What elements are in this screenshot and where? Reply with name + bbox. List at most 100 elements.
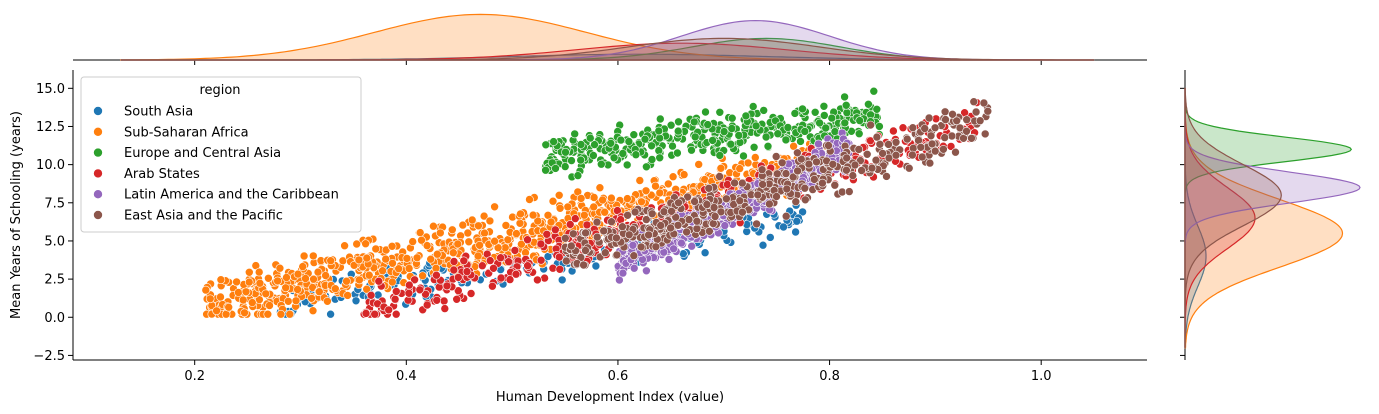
scatter-point [528, 210, 538, 220]
scatter-point [517, 239, 526, 249]
scatter-point [940, 107, 950, 117]
scatter-point [908, 123, 918, 132]
scatter-point [432, 270, 441, 280]
scatter-point [408, 237, 418, 246]
scatter-point [523, 261, 532, 271]
scatter-point [651, 181, 660, 191]
scatter-point [980, 129, 990, 139]
scatter-point [349, 260, 359, 270]
scatter-point [827, 113, 837, 123]
scatter-points [201, 86, 993, 319]
scatter-point [719, 127, 729, 136]
scatter-point [967, 134, 976, 143]
scatter-point [791, 227, 800, 237]
scatter-point [715, 151, 725, 160]
scatter-point [453, 239, 463, 249]
scatter-point [440, 304, 450, 313]
legend: region South Asia Sub-Saharan Africa Europe… [80, 76, 362, 233]
scatter-point [690, 132, 700, 142]
scatter-point [541, 165, 550, 175]
scatter-point [361, 239, 370, 248]
scatter-point [850, 160, 860, 170]
scatter-point [533, 275, 542, 285]
scatter-point [758, 180, 767, 189]
scatter-point [629, 251, 639, 260]
x-axis-label: Human Development Index (value) [496, 390, 724, 405]
scatter-point [814, 139, 823, 149]
scatter-point [592, 232, 602, 242]
scatter-point [924, 113, 934, 123]
scatter-point [641, 186, 651, 196]
scatter-point [624, 230, 634, 240]
scatter-point [417, 235, 426, 245]
scatter-point [387, 242, 397, 251]
legend-label: South Asia [124, 105, 193, 120]
scatter-point [659, 207, 669, 216]
scatter-point [757, 165, 767, 174]
scatter-point [673, 221, 683, 230]
scatter-point [647, 141, 656, 151]
scatter-point [772, 169, 782, 179]
scatter-point [684, 215, 694, 224]
scatter-point [761, 132, 771, 142]
scatter-point [554, 252, 564, 262]
scatter-point [293, 269, 303, 279]
scatter-point [819, 111, 829, 120]
scatter-point [940, 133, 950, 142]
scatter-point [374, 276, 384, 286]
scatter-point [581, 228, 590, 238]
scatter-point [404, 288, 414, 298]
x-tick-label: 0.4 [396, 369, 417, 384]
top-kde-curve [120, 37, 1095, 61]
scatter-point [828, 160, 838, 169]
scatter-point [779, 222, 788, 232]
scatter-point [354, 255, 364, 265]
scatter-point [371, 244, 381, 254]
scatter-point [573, 171, 583, 180]
scatter-point [727, 113, 737, 123]
scatter-point [904, 163, 914, 173]
scatter-point [307, 293, 316, 303]
scatter-point [631, 150, 641, 159]
scatter-point [800, 127, 810, 136]
scatter-point [642, 266, 651, 276]
scatter-point [515, 219, 525, 228]
scatter-point [812, 157, 821, 167]
scatter-point [201, 285, 211, 295]
scatter-point [473, 251, 483, 261]
scatter-point [589, 193, 599, 202]
scatter-point [563, 202, 573, 212]
scatter-point [560, 234, 570, 243]
scatter-point [330, 284, 340, 294]
scatter-point [566, 241, 576, 251]
scatter-point [232, 277, 241, 287]
scatter-point [927, 139, 937, 149]
scatter-point [641, 215, 651, 224]
x-tick-label: 1.0 [1031, 369, 1052, 384]
scatter-point [668, 172, 678, 181]
scatter-point [241, 287, 251, 297]
scatter-point [630, 207, 640, 217]
scatter-point [415, 285, 425, 295]
scatter-point [308, 306, 318, 316]
scatter-point [875, 122, 884, 131]
scatter-point [842, 165, 851, 175]
scatter-point [636, 242, 646, 252]
scatter-point [607, 217, 616, 226]
scatter-point [750, 153, 760, 162]
legend-label: Latin America and the Caribbean [124, 188, 339, 203]
scatter-point [216, 275, 226, 285]
scatter-point [716, 164, 726, 173]
scatter-point [352, 239, 362, 249]
scatter-point [263, 309, 273, 319]
scatter-point [212, 306, 221, 316]
scatter-point [364, 270, 374, 280]
scatter-point [240, 308, 249, 318]
scatter-point [557, 275, 567, 285]
scatter-point [644, 230, 653, 240]
scatter-point [781, 169, 791, 178]
scatter-point [613, 206, 622, 215]
scatter-point [426, 254, 436, 264]
scatter-point [821, 123, 831, 133]
scatter-point [781, 135, 791, 145]
